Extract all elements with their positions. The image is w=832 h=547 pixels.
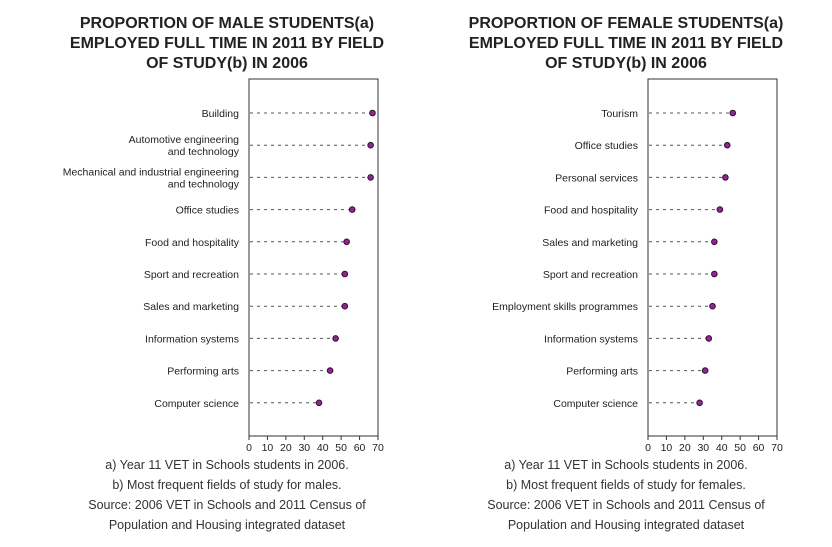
category-label-line: and technology — [168, 146, 240, 158]
category-label: Mechanical and industrial engineering and… — [63, 166, 240, 190]
x-tick-label: 50 — [734, 442, 746, 454]
title-line: EMPLOYED FULL TIME IN 2011 BY FIELD — [468, 35, 784, 52]
plot-frame — [647, 78, 778, 437]
x-tick-label: 70 — [372, 442, 384, 454]
category-label: Performing arts — [566, 366, 638, 378]
title-line: OF STUDY(b) IN 2006 — [545, 55, 707, 72]
data-point — [369, 109, 376, 117]
data-point — [709, 302, 716, 310]
x-tick-label: 40 — [317, 442, 329, 454]
data-point — [722, 174, 729, 181]
title-line: EMPLOYED FULL TIME IN 2011 BY FIELD — [69, 35, 385, 52]
x-tick-label: 20 — [679, 442, 691, 454]
note-line: b) Most frequent fields of study for fem… — [506, 478, 746, 492]
data-point — [701, 367, 709, 374]
category-label-line: Automotive engineering — [129, 134, 239, 146]
x-tick-label: 60 — [354, 442, 366, 454]
x-tick-label: 0 — [645, 442, 651, 454]
category-label: Sales and marketing — [542, 237, 638, 249]
x-tick-label: 0 — [246, 442, 252, 454]
data-point — [711, 270, 718, 278]
note-line: a) Year 11 VET in Schools students in 20… — [105, 458, 349, 472]
data-point — [341, 270, 349, 278]
category-label-line: and technology — [168, 178, 240, 190]
category-label: Sport and recreation — [543, 269, 638, 281]
male-chart-panel: PROPORTION OF MALE STUDENTS(a) EMPLOYED … — [27, 0, 427, 547]
category-label: Information systems — [145, 333, 239, 345]
category-label: Information systems — [544, 333, 638, 345]
data-point — [705, 335, 713, 342]
category-label: Computer science — [154, 398, 239, 410]
category-label: Personal services — [555, 172, 638, 184]
category-label-line: Mechanical and industrial engineering — [63, 166, 239, 178]
x-tick-label: 10 — [262, 442, 274, 454]
x-tick-label: 10 — [661, 442, 673, 454]
category-label: Computer science — [553, 398, 638, 410]
data-point — [326, 367, 334, 374]
title-line: OF STUDY(b) IN 2006 — [146, 55, 308, 72]
x-tick-label: 20 — [280, 442, 292, 454]
category-label: Sport and recreation — [144, 269, 239, 281]
chart-notes: a) Year 11 VET in Schools students in 20… — [426, 455, 826, 535]
x-tick-label: 70 — [771, 442, 783, 454]
category-label: Tourism — [601, 108, 638, 120]
note-line: b) Most frequent fields of study for mal… — [112, 478, 342, 492]
category-label: Building — [202, 108, 240, 120]
note-line: Source: 2006 VET in Schools and 2011 Cen… — [88, 498, 366, 512]
female-dot-plot: 0 10 20 30 40 50 60 70 Tourism Office studies Pers… — [492, 78, 783, 454]
note-line: Population and Housing integrated datase… — [108, 518, 346, 532]
plot-frame — [248, 78, 379, 437]
category-label: Performing arts — [167, 366, 239, 378]
data-point — [729, 109, 737, 117]
category-label: Food and hospitality — [544, 205, 639, 217]
chart-title: PROPORTION OF FEMALE STUDENTS(a) EMPLOYE… — [426, 14, 826, 74]
data-point — [696, 399, 703, 407]
category-label: Automotive engineering and technology — [129, 134, 240, 158]
x-tick-label: 30 — [298, 442, 310, 454]
x-tick-label: 30 — [697, 442, 709, 454]
data-point — [716, 206, 724, 213]
x-tick-label: 50 — [335, 442, 347, 454]
category-label: Food and hospitality — [145, 237, 240, 249]
data-point — [315, 399, 323, 407]
chart-notes: a) Year 11 VET in Schools students in 20… — [27, 455, 427, 535]
category-label: Office studies — [575, 140, 638, 152]
note-line: Population and Housing integrated datase… — [507, 518, 745, 532]
data-point — [348, 206, 356, 213]
data-point — [332, 335, 339, 342]
note-line: Source: 2006 VET in Schools and 2011 Cen… — [487, 498, 765, 512]
female-chart-panel: PROPORTION OF FEMALE STUDENTS(a) EMPLOYE… — [426, 0, 826, 547]
data-point — [367, 174, 374, 181]
data-point — [367, 141, 374, 149]
male-dot-plot: 0 10 20 30 40 50 60 70 Building Automotive engine… — [63, 78, 384, 454]
data-point — [723, 141, 731, 149]
category-label: Office studies — [176, 205, 239, 217]
category-label: Employment skills programmes — [492, 301, 638, 313]
chart-title: PROPORTION OF MALE STUDENTS(a) EMPLOYED … — [27, 14, 427, 74]
title-line: PROPORTION OF MALE STUDENTS(a) — [79, 15, 375, 32]
data-point — [711, 238, 718, 246]
x-tick-label: 40 — [716, 442, 728, 454]
x-tick-label: 60 — [753, 442, 765, 454]
note-line: a) Year 11 VET in Schools students in 20… — [504, 458, 748, 472]
data-point — [341, 302, 349, 310]
data-point — [343, 238, 350, 246]
title-line: PROPORTION OF FEMALE STUDENTS(a) — [468, 15, 784, 32]
category-label: Sales and marketing — [143, 301, 239, 313]
